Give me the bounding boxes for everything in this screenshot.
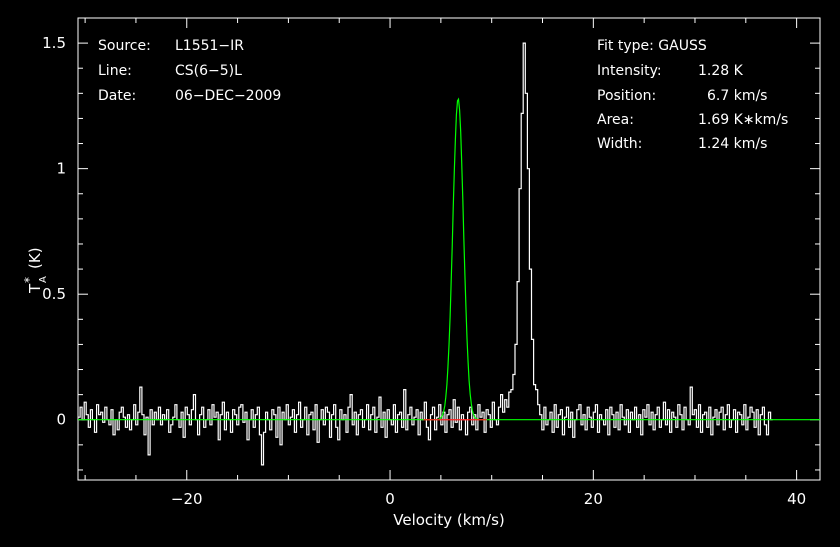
y-tick-label: 1: [56, 160, 66, 178]
x-tick-label: −20: [171, 490, 203, 508]
info-source-value: L1551−IR: [175, 38, 244, 54]
fit-intensity-value: 1.28 K: [698, 63, 744, 79]
spectrum-line: [78, 42, 773, 466]
y-axis-label-sub: A: [38, 276, 49, 283]
fit-width-value: 1.24 km/s: [698, 136, 767, 152]
x-tick-label: 0: [385, 490, 395, 508]
fit-width-key: Width:: [597, 136, 642, 152]
x-tick-label: 20: [584, 490, 603, 508]
info-line-value: CS(6−5)L: [175, 63, 242, 79]
y-axis-label-unit: (K): [26, 247, 44, 269]
info-source-key: Source:: [98, 38, 151, 54]
gaussian-fit-line: [78, 97, 820, 421]
x-axis-label: Velocity (km/s): [393, 511, 504, 529]
fit-type-label: Fit type: GAUSS: [597, 38, 707, 54]
series-group: [78, 42, 820, 466]
x-tick-label: 40: [787, 490, 806, 508]
tick-marks: [78, 18, 820, 480]
y-tick-label: 0: [56, 411, 66, 429]
info-left: Source: L1551−IR Line: CS(6−5)L Date: 06…: [98, 38, 281, 104]
info-date-value: 06−DEC−2009: [175, 88, 281, 104]
fit-position-key: Position:: [597, 88, 656, 104]
fit-area-key: Area:: [597, 112, 634, 128]
y-axis-label: T A * (K): [22, 247, 49, 294]
info-date-key: Date:: [98, 88, 136, 104]
fit-intensity-key: Intensity:: [597, 63, 662, 79]
info-line-key: Line:: [98, 63, 132, 79]
y-tick-label: 1.5: [42, 34, 66, 52]
y-tick-label: 0.5: [42, 285, 66, 303]
y-axis-label-sup: *: [22, 277, 36, 283]
fit-area-value: 1.69 K∗km/s: [698, 112, 788, 128]
plot-frame: [77, 17, 821, 481]
fit-position-value: 6.7 km/s: [707, 88, 767, 104]
tick-labels: −20 0 20 40 0 0.5 1 1.5: [42, 34, 806, 508]
info-right: Fit type: GAUSS Intensity: 1.28 K Positi…: [597, 38, 788, 152]
y-axis-label-main: T: [26, 283, 44, 294]
